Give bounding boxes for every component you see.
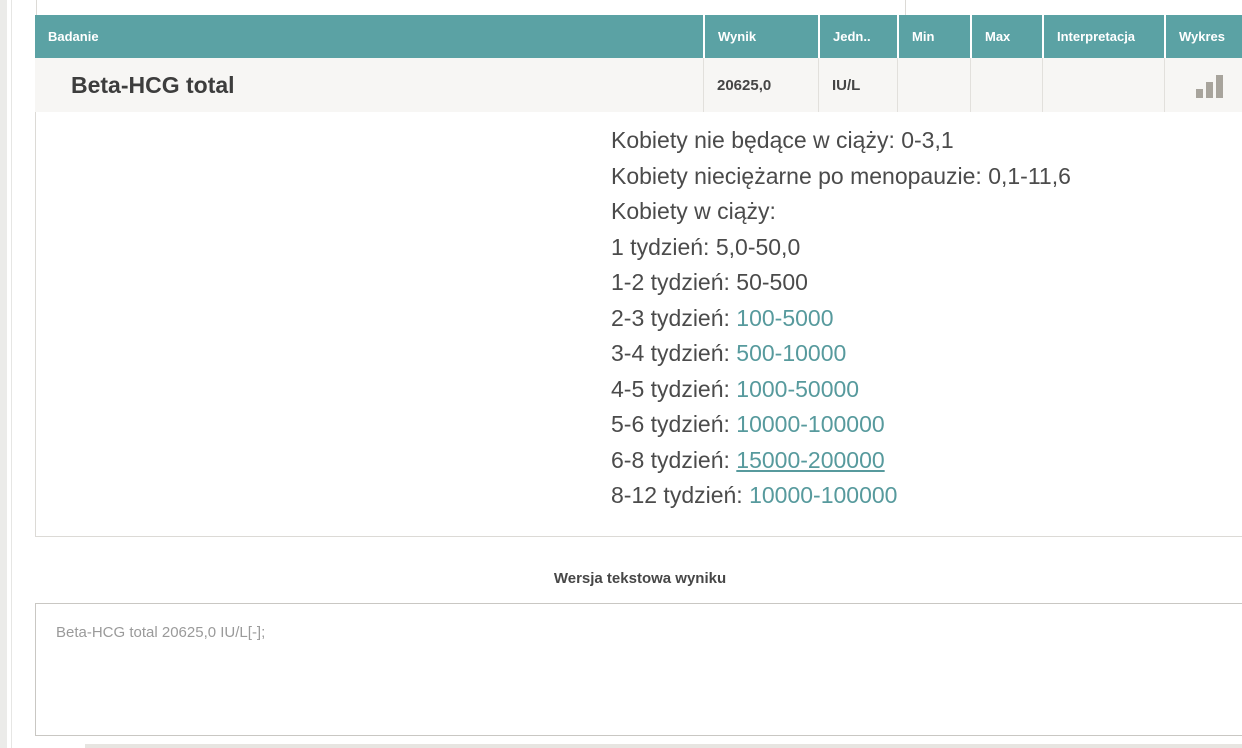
reference-range-line: Kobiety w ciąży: xyxy=(611,194,1242,230)
reference-range-line: 6-8 tydzień: 15000-200000 xyxy=(611,443,1242,479)
range-label: 5-6 tydzień: xyxy=(611,411,737,437)
min-cell xyxy=(897,58,970,112)
column-header-min: Min xyxy=(897,15,970,58)
reference-range-line: 1-2 tydzień: 50-500 xyxy=(611,265,1242,301)
range-value: 10000-100000 xyxy=(736,411,885,437)
range-label: 8-12 tydzień: xyxy=(611,482,750,508)
column-header-max: Max xyxy=(970,15,1042,58)
unit-cell: IU/L xyxy=(818,58,897,112)
test-name-cell: Beta-HCG total xyxy=(71,71,235,98)
column-header-badanie: Badanie xyxy=(48,29,99,44)
range-value[interactable]: 15000-200000 xyxy=(736,446,885,473)
text-version-heading: Wersja tekstowa wyniku xyxy=(553,570,727,587)
range-label: 1 tydzień: xyxy=(611,233,716,260)
reference-ranges: Kobiety nie będące w ciąży: 0-3,1 Kobiety… xyxy=(611,123,1242,514)
table-header-row: Badanie Wynik Jedn.. Min Max Interpretacja Wyk… xyxy=(35,15,1242,58)
previous-section-left-border xyxy=(36,0,37,15)
left-divider-line xyxy=(11,0,12,748)
range-value: 50-500 xyxy=(736,269,808,295)
column-header-interpretacja: Interpretacja xyxy=(1042,15,1164,58)
range-value: 10000-100000 xyxy=(749,482,898,508)
range-value: 500-10000 xyxy=(736,340,847,366)
reference-range-line: 2-3 tydzień: 100-5000 xyxy=(611,301,1242,337)
range-label: 6-8 tydzień: xyxy=(611,446,737,473)
column-header-jedn: Jedn.. xyxy=(818,15,897,58)
reference-range-line: 3-4 tydzień: 500-10000 xyxy=(611,336,1242,372)
range-label: 4-5 tydzień: xyxy=(611,375,737,402)
range-label: Kobiety nieciężarne po menopauzie: xyxy=(611,162,989,189)
results-table: Badanie Wynik Jedn.. Min Max Interpretacja Wyk… xyxy=(35,15,1242,113)
interpretation-cell xyxy=(1042,58,1164,112)
chart-cell xyxy=(1164,58,1242,112)
range-label: 3-4 tydzień: xyxy=(611,340,737,366)
reference-range-line: 5-6 tydzień: 10000-100000 xyxy=(611,407,1242,443)
reference-range-line: Kobiety nie będące w ciąży: 0-3,1 xyxy=(611,123,1242,159)
page-left-gutter xyxy=(0,0,7,748)
range-label: 2-3 tydzień: xyxy=(611,304,737,331)
range-value: 100-5000 xyxy=(736,304,834,331)
reference-ranges-panel: Kobiety nie będące w ciąży: 0-3,1 Kobiety… xyxy=(35,112,1242,537)
reference-range-line: 8-12 tydzień: 10000-100000 xyxy=(611,478,1242,514)
result-value-cell: 20625,0 xyxy=(703,58,818,112)
range-value: 0-3,1 xyxy=(901,127,954,153)
max-cell xyxy=(970,58,1042,112)
previous-section-right-border xyxy=(905,0,906,15)
reference-range-line: 4-5 tydzień: 1000-50000 xyxy=(611,372,1242,408)
column-header-wynik: Wynik xyxy=(703,15,818,58)
table-row: Beta-HCG total 20625,0 IU/L xyxy=(35,58,1242,113)
result-text: Beta-HCG total 20625,0 IU/L[-]; xyxy=(56,624,266,641)
range-label: 1-2 tydzień: xyxy=(611,269,737,295)
result-text-area[interactable]: Beta-HCG total 20625,0 IU/L[-]; xyxy=(35,603,1242,736)
range-value: 1000-50000 xyxy=(736,375,860,402)
reference-range-line: 1 tydzień: 5,0-50,0 xyxy=(611,230,1242,266)
range-value: 0,1-11,6 xyxy=(988,162,1071,189)
range-value: 5,0-50,0 xyxy=(715,233,801,260)
next-section-edge xyxy=(85,744,1242,748)
range-label: Kobiety w ciąży: xyxy=(611,198,776,224)
reference-range-line: Kobiety nieciężarne po menopauzie: 0,1-1… xyxy=(611,159,1242,195)
range-label: Kobiety nie będące w ciąży: xyxy=(611,127,902,153)
column-header-wykres: Wykres xyxy=(1164,15,1242,58)
bar-chart-icon[interactable] xyxy=(1196,74,1223,98)
